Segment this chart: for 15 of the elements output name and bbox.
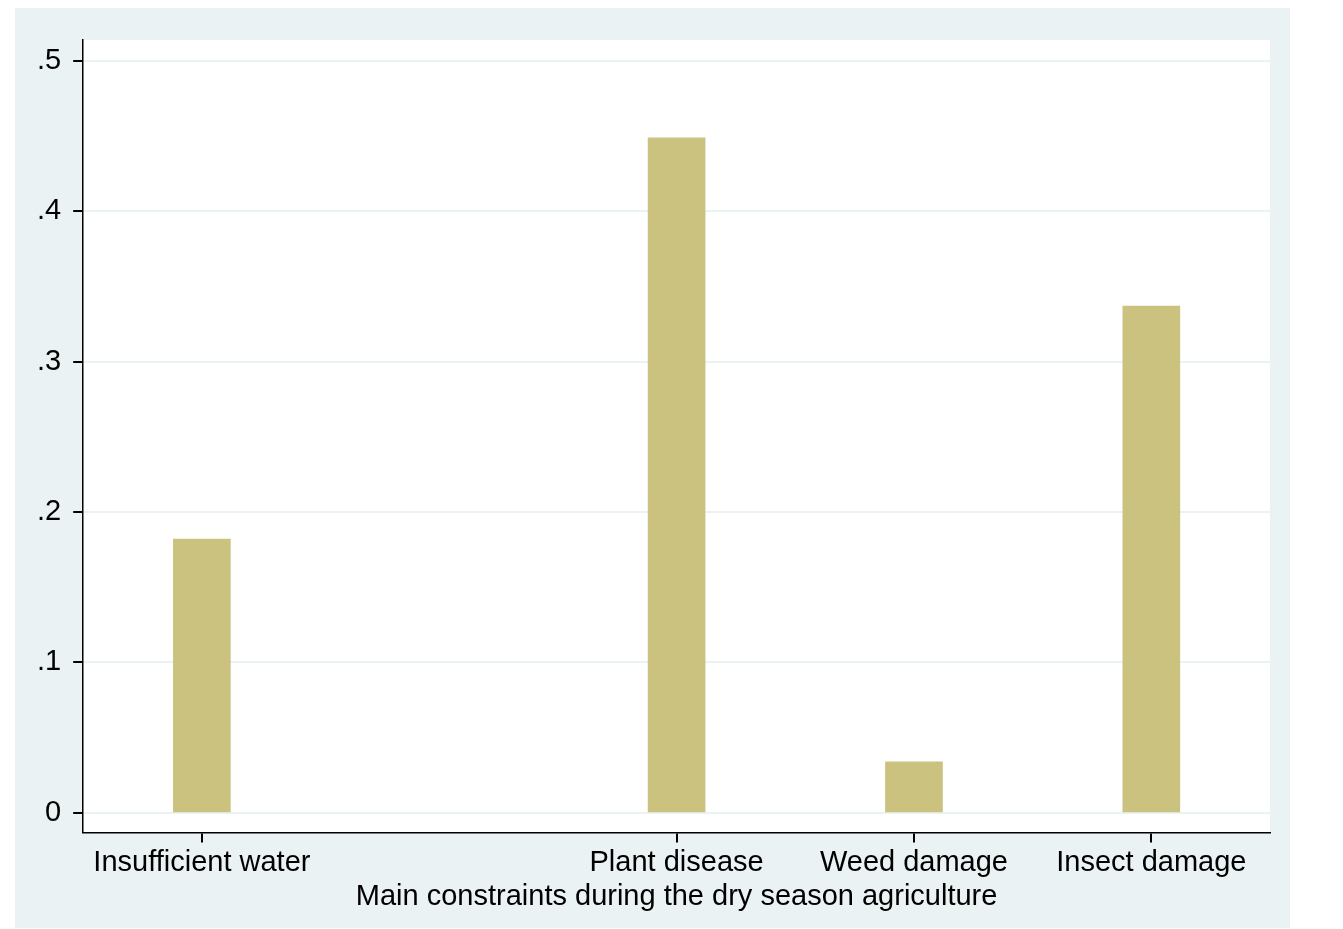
x-tick-label: Insect damage [1056, 844, 1247, 877]
bar [647, 137, 706, 813]
x-axis-title: Main constraints during the dry season agriculture [355, 878, 998, 911]
y-tick-label: .4 [37, 193, 62, 226]
x-tick-label: Plant disease [589, 844, 764, 877]
y-tick-label: 0 [45, 794, 62, 827]
x-tick-label: Weed damage [819, 844, 1008, 877]
bar [173, 538, 231, 813]
bar [885, 761, 943, 813]
bar [1122, 305, 1181, 813]
x-tick-label: Insufficient water [93, 844, 311, 877]
y-tick-label: .2 [37, 494, 62, 527]
y-tick-label: .5 [37, 43, 62, 76]
y-tick-label: .1 [37, 644, 62, 677]
y-tick-label: .3 [37, 343, 62, 376]
